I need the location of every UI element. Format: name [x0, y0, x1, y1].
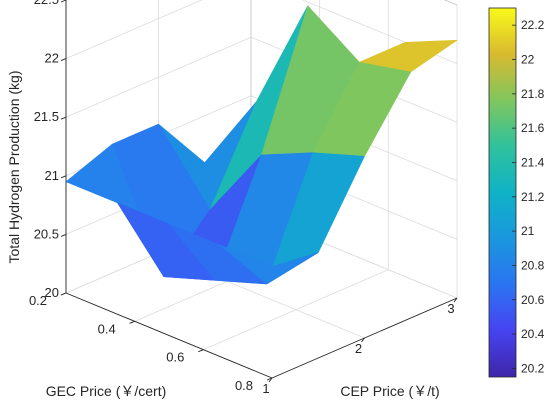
colorbar-tick-label: 20.8	[521, 258, 545, 272]
box-edge	[443, 0, 458, 6]
z-tick-label: 22	[45, 51, 59, 66]
colorbar-gradient	[488, 7, 517, 378]
z-tick-label: 20	[45, 285, 59, 300]
z-tick-mark	[60, 175, 67, 179]
colorbar-tick-label: 20.2	[521, 361, 545, 375]
y-tick-label: 0.2	[29, 293, 47, 308]
x-axis-label: CEP Price (￥/t)	[340, 383, 439, 399]
colorbar-tick-label: 21.6	[521, 121, 545, 135]
z-tick-mark	[60, 292, 67, 296]
z-tick-mark	[60, 233, 67, 237]
z-tick-label: 20.5	[34, 226, 59, 241]
y-tick-label: 0.8	[235, 378, 253, 393]
colorbar-tick-label: 22.2	[521, 18, 545, 32]
z-axis-label: Total Hydrogen Production (kg)	[6, 71, 22, 264]
y-tick-label: 0.6	[166, 350, 184, 365]
colorbar-tick-label: 21.4	[521, 155, 545, 169]
grid-line	[203, 269, 389, 351]
y-axis-label: GEC Price (￥/cert)	[46, 383, 167, 399]
colorbar-ticks: 20.2 20.4 20.6 20.8 21 21.2 21.4 21.6 21.8 22 22.2	[512, 18, 545, 375]
y-tick-mark	[198, 349, 204, 353]
z-tick-mark	[60, 116, 67, 120]
x-tick-mark	[453, 297, 458, 303]
x-tick-mark	[361, 337, 365, 343]
x-tick-label: 1	[262, 381, 269, 396]
colorbar-tick-label: 20.4	[521, 327, 545, 341]
colorbar-tick-label: 21	[521, 224, 535, 238]
z-tick-label: 22.5	[34, 0, 59, 7]
colorbar-tick-label: 20.6	[521, 293, 545, 307]
x-tick-label: 2	[355, 341, 362, 356]
colorbar-tick-label: 21.2	[521, 190, 545, 204]
z-tick-label: 21	[45, 168, 59, 183]
z-tick-label: 21.5	[34, 109, 59, 124]
grid-line	[443, 0, 458, 6]
x-tick-label: 3	[447, 301, 454, 316]
z-tick-mark	[60, 0, 67, 3]
y-tick-label: 0.4	[98, 321, 116, 336]
colorbar-tick-label: 21.8	[521, 87, 545, 101]
colorbar-tick-label: 22	[521, 52, 535, 66]
z-tick-mark	[60, 58, 67, 62]
axes: CEP Price (￥/t) GEC Price (￥/cert) Total…	[6, 0, 458, 399]
y-tick-mark	[266, 377, 273, 381]
surface-patch	[220, 245, 319, 285]
colorbar: 20.2 20.4 20.6 20.8 21 21.2 21.4 21.6 21.8 22 22.2	[488, 7, 545, 378]
surface-plot	[65, 5, 458, 285]
y-tick-mark	[129, 320, 135, 324]
y-axis-line	[65, 292, 273, 379]
